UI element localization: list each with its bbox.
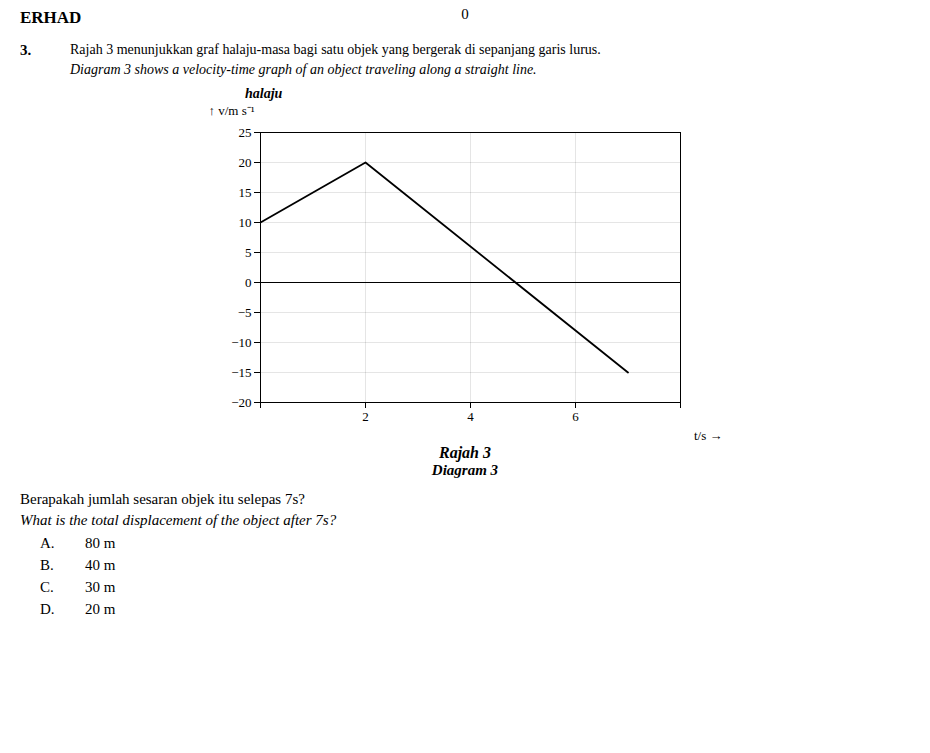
svg-text:↑ v/m s⁻¹: ↑ v/m s⁻¹ — [209, 103, 255, 118]
html-text:3.: 3. — [20, 42, 32, 58]
html-text:Diagram 3 shows a velocity-tim: Diagram 3 shows a velocity-time graph of… — [70, 62, 537, 77]
html-text:80 m: 80 m — [85, 535, 116, 551]
svg-text:15: 15 — [239, 185, 252, 200]
svg-text:t/s →: t/s → — [694, 428, 723, 443]
html-text:Rajah 3: Rajah 3 — [439, 444, 491, 461]
html-text:20 m: 20 m — [85, 601, 116, 617]
svg-text:−5: −5 — [238, 305, 252, 320]
html-text:Rajah 3 menunjukkan graf halaj: Rajah 3 menunjukkan graf halaju-masa bag… — [70, 42, 601, 57]
html-text:Berapakah jumlah sesaran objek: Berapakah jumlah sesaran objek itu selep… — [20, 491, 305, 507]
svg-text:0: 0 — [245, 275, 252, 290]
html-text:halaju: halaju — [245, 86, 283, 101]
svg-text:4: 4 — [467, 409, 474, 424]
svg-text:6: 6 — [572, 409, 579, 424]
svg-text:2: 2 — [362, 409, 369, 424]
html-text:B.: B. — [40, 557, 54, 573]
html-text:C.: C. — [40, 579, 54, 595]
svg-text:−20: −20 — [231, 395, 251, 410]
html-text:What is the total displacement: What is the total displacement of the ob… — [20, 512, 337, 528]
html-text:ERHAD: ERHAD — [20, 8, 82, 27]
html-text:40 m: 40 m — [85, 557, 116, 573]
svg-text:−10: −10 — [231, 335, 251, 350]
html-text:D.: D. — [40, 601, 55, 617]
html-text:30 m: 30 m — [85, 579, 116, 595]
svg-text:−15: −15 — [231, 365, 251, 380]
html-text:0: 0 — [461, 6, 469, 22]
svg-text:5: 5 — [245, 245, 252, 260]
svg-text:20: 20 — [239, 155, 252, 170]
svg-text:10: 10 — [239, 215, 252, 230]
html-text:Diagram 3: Diagram 3 — [431, 462, 499, 478]
svg-text:25: 25 — [239, 125, 252, 140]
html-text:A.: A. — [40, 535, 55, 551]
